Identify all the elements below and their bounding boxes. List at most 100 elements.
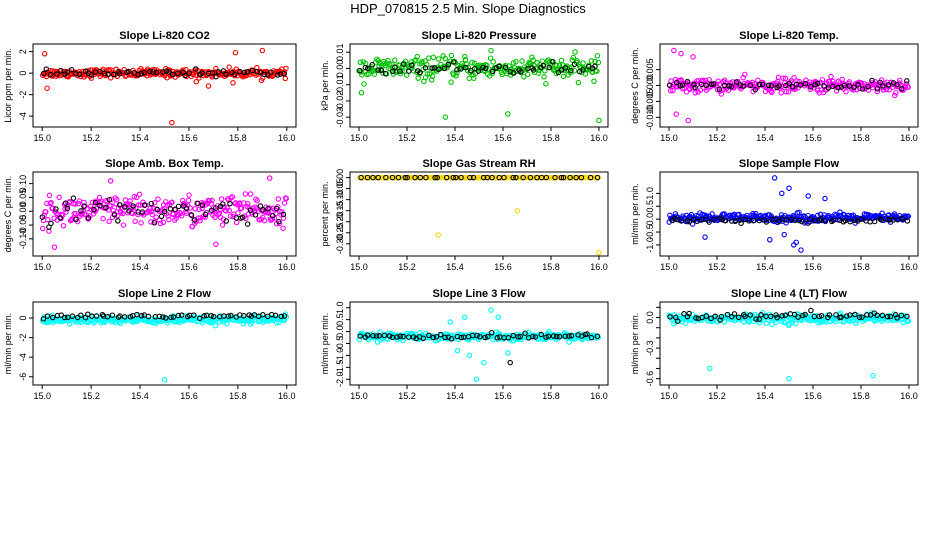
data-point [168, 314, 174, 321]
data-point [814, 212, 821, 219]
data-point [150, 69, 156, 75]
data-point [594, 333, 601, 340]
data-point [571, 68, 578, 74]
data-point [406, 68, 412, 74]
data-point [735, 314, 742, 321]
data-point [470, 174, 477, 181]
data-point [437, 331, 444, 338]
x-tick-label: 15.4 [756, 133, 774, 143]
data-point [448, 336, 455, 342]
x-tick-label: 16.0 [278, 133, 296, 143]
data-point [747, 82, 754, 88]
data-point [192, 205, 199, 212]
data-point [878, 217, 884, 223]
data-point [215, 69, 222, 75]
data-point [276, 218, 282, 225]
series-all [39, 47, 289, 126]
data-point [283, 65, 289, 72]
data-point [716, 86, 723, 93]
x-tick-label: 15.8 [229, 262, 247, 272]
data-point [382, 70, 389, 77]
series-all [666, 309, 912, 382]
data-point [473, 376, 480, 383]
data-point [666, 82, 673, 88]
data-point [567, 174, 573, 181]
data-point [175, 203, 182, 210]
data-point [505, 335, 512, 341]
data-point [515, 334, 521, 340]
panel-1: Slope Li-820 CO2 15.0 15.2 15.4 15.6 15.8 16.0… [3, 30, 297, 143]
data-point [266, 175, 273, 181]
data-point [209, 197, 215, 204]
data-point [170, 314, 177, 320]
data-point [389, 64, 396, 71]
data-point [279, 209, 285, 215]
data-point [264, 72, 271, 78]
data-point [796, 217, 802, 224]
data-point [684, 78, 691, 85]
data-point [783, 217, 790, 223]
x-tick-label: 15.2 [398, 391, 416, 401]
data-point [408, 62, 415, 69]
panel-8: Slope Line 3 Flow 15.0 15.2 15.4 15.6 15.8 16.… [320, 288, 609, 401]
data-point [740, 83, 747, 89]
data-point [825, 312, 831, 318]
x-tick-label: 16.0 [278, 391, 296, 401]
data-point [53, 206, 59, 212]
data-point [228, 312, 234, 319]
data-point [151, 220, 158, 226]
data-point [260, 206, 266, 213]
y-axis-label: degrees C per min. [3, 176, 13, 253]
data-point [227, 200, 233, 207]
data-point [756, 316, 762, 322]
data-point [541, 74, 547, 80]
data-point [905, 84, 912, 90]
data-point [383, 174, 389, 181]
x-tick-label: 15.0 [350, 391, 368, 401]
data-point [165, 213, 171, 219]
data-point [694, 218, 700, 225]
data-point [430, 54, 437, 61]
data-point [763, 219, 770, 225]
data-point [502, 64, 509, 71]
x-tick-label: 15.0 [350, 262, 368, 272]
data-point [208, 207, 215, 213]
data-point [268, 69, 274, 75]
data-point [378, 67, 385, 73]
data-point [235, 210, 241, 216]
y-axis-label: ml/min per min. [320, 313, 330, 375]
data-point [776, 83, 782, 89]
data-point [389, 174, 396, 181]
data-point [753, 316, 759, 322]
y-tick-label: 0.10 [18, 175, 28, 193]
y-tick-label: -4 [18, 353, 28, 361]
x-tick-label: 16.0 [278, 262, 296, 272]
data-point [833, 312, 839, 318]
data-point [560, 174, 567, 181]
panel-title: Slope Line 2 Flow [118, 288, 211, 300]
data-point [372, 67, 379, 74]
data-point [802, 311, 808, 318]
data-point [423, 174, 429, 181]
data-point [111, 212, 118, 218]
data-point [594, 68, 600, 74]
data-point [445, 61, 452, 68]
data-point [578, 174, 585, 181]
data-point [247, 207, 254, 214]
data-point [489, 68, 496, 75]
data-point [513, 59, 519, 65]
data-point [64, 205, 71, 212]
y-tick-label: 0.01 [335, 43, 345, 61]
data-point [430, 334, 437, 341]
data-point [106, 218, 112, 225]
data-point [518, 69, 524, 75]
data-point [66, 321, 73, 327]
data-point [667, 314, 673, 320]
data-point [132, 218, 138, 225]
data-point [219, 222, 226, 228]
data-point [197, 215, 204, 221]
data-point [370, 333, 376, 339]
panel-title: Slope Gas Stream RH [422, 158, 535, 170]
data-point [571, 61, 578, 68]
data-point [386, 333, 393, 339]
